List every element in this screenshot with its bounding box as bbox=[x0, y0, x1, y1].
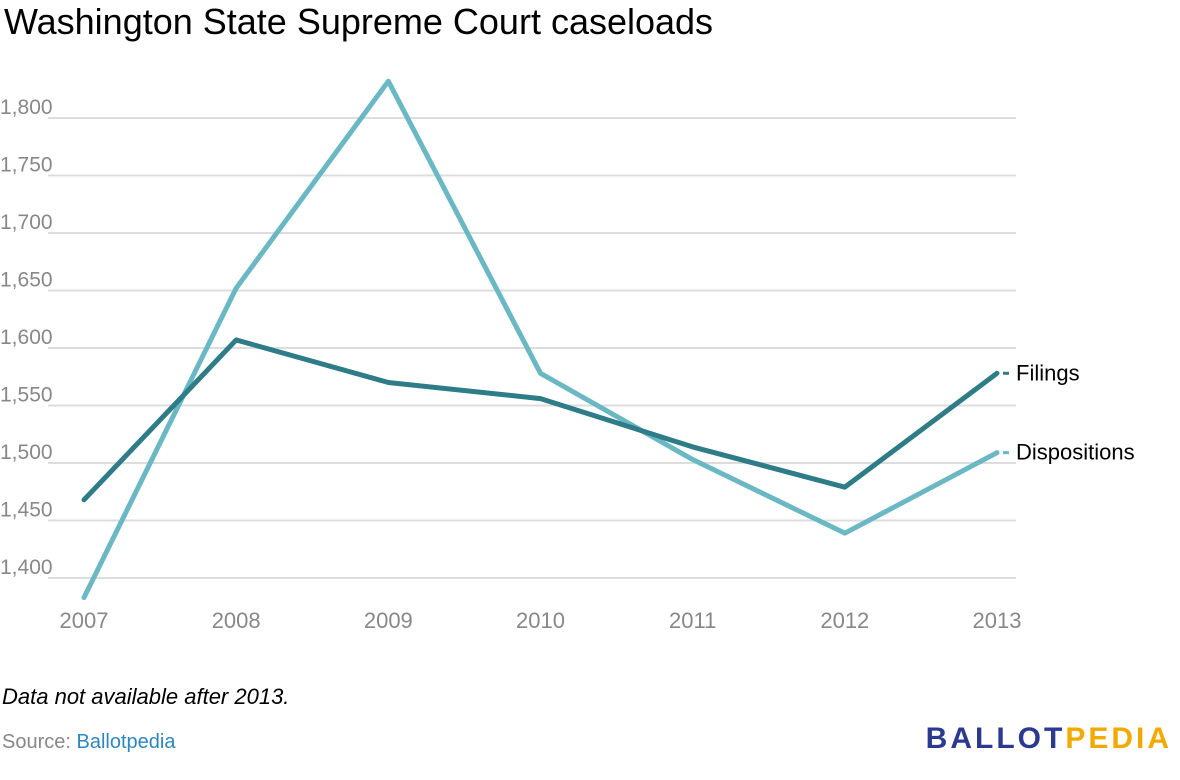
x-tick-label: 2009 bbox=[364, 608, 413, 633]
x-tick-label: 2013 bbox=[973, 608, 1022, 633]
x-axis-tick-labels: 2007 2008 2009 2010 2011 2012 2013 bbox=[60, 608, 1022, 633]
x-tick-label: 2010 bbox=[516, 608, 565, 633]
series-lines bbox=[81, 78, 1000, 601]
y-axis-tick-labels: 1,400 1,450 1,500 1,550 1,600 1,650 1,700 1,750… bbox=[0, 96, 53, 579]
y-tick-label: 1,600 bbox=[0, 326, 53, 349]
y-tick-label: 1,650 bbox=[0, 269, 53, 292]
gridlines bbox=[48, 117, 1016, 579]
footnote: Data not available after 2013. bbox=[2, 684, 290, 709]
series-end-labels: Filings Dispositions bbox=[1003, 360, 1135, 465]
series-label-dispositions: Dispositions bbox=[1016, 440, 1135, 465]
y-tick-label: 1,800 bbox=[0, 96, 53, 119]
series-label-filings: Filings bbox=[1016, 360, 1080, 385]
logo-part-ballot: BALLOT bbox=[925, 722, 1066, 755]
x-tick-label: 2008 bbox=[212, 608, 261, 633]
logo-part-pedia: PEDIA bbox=[1065, 722, 1172, 755]
source-line: Source: Ballotpedia bbox=[2, 731, 175, 754]
chart-title: Washington State Supreme Court caseloads bbox=[4, 1, 714, 42]
x-tick-label: 2012 bbox=[820, 608, 869, 633]
y-tick-label: 1,400 bbox=[0, 556, 53, 579]
series-line-dispositions bbox=[81, 78, 1000, 601]
y-tick-label: 1,550 bbox=[0, 384, 53, 407]
y-tick-label: 1,700 bbox=[0, 211, 53, 234]
series-line-filings bbox=[81, 337, 1000, 503]
ballotpedia-logo: BALLOTPEDIA bbox=[926, 722, 1172, 756]
x-tick-label: 2011 bbox=[669, 608, 716, 633]
y-tick-label: 1,450 bbox=[0, 499, 53, 522]
source-link[interactable]: Ballotpedia bbox=[76, 731, 176, 753]
x-tick-label: 2007 bbox=[60, 608, 109, 633]
source-prefix: Source: bbox=[2, 731, 71, 753]
y-tick-label: 1,500 bbox=[0, 441, 53, 464]
y-tick-label: 1,750 bbox=[0, 154, 53, 177]
